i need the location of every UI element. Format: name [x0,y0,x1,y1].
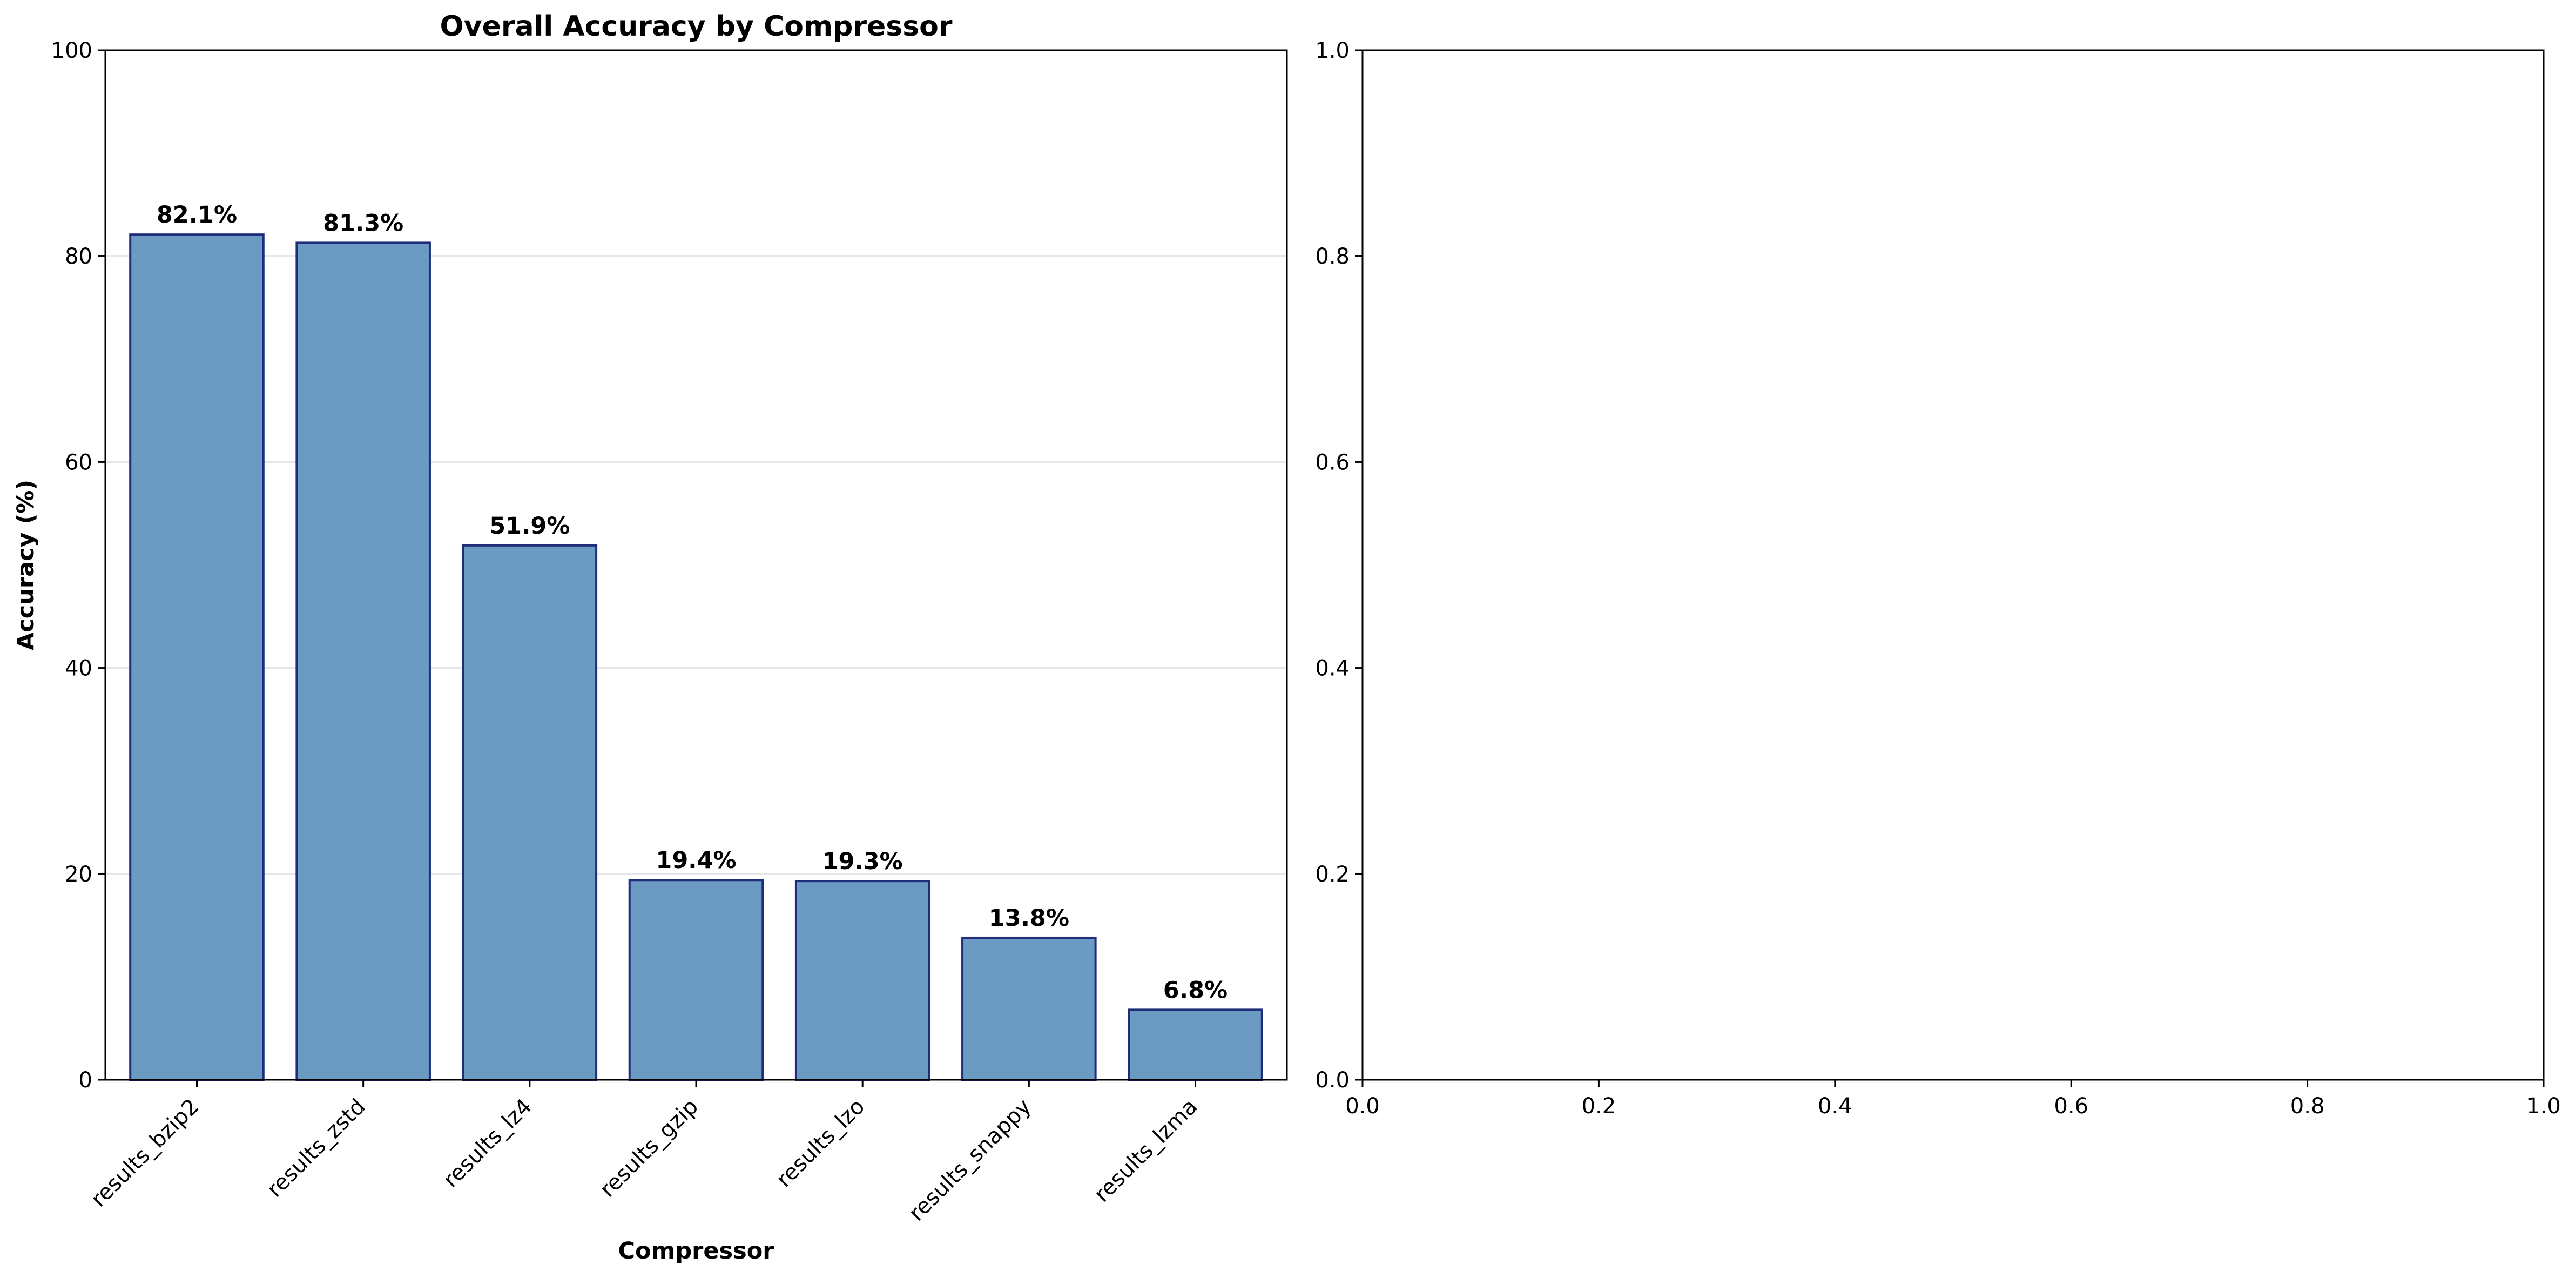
x-tick-label: results_bzip2 [86,1094,204,1212]
x-axis-label: Compressor [618,1237,775,1264]
x-tick-label: results_lzo [772,1094,869,1192]
y-tick-label: 80 [65,244,92,269]
x-tick-label: 0.0 [1345,1094,1380,1119]
grid-lines [105,255,1287,875]
empty-axes-panel: 0.0 0.2 0.4 0.6 0.8 1.0 0.0 0.2 0.4 0.6 0.8 1.0 [1315,38,2560,1119]
y-tick-label: 20 [65,862,92,887]
x-tick-label: results_lzma [1090,1094,1203,1207]
bar-value-label: 6.8% [1163,977,1228,1004]
bar [961,936,1097,1081]
y-tick-label: 0.2 [1315,862,1350,887]
y-axis-ticks: 0.0 0.2 0.4 0.6 0.8 1.0 [1315,38,1363,1093]
plot-frame [1361,49,2545,1081]
bar-value-label: 19.4% [656,847,736,874]
x-tick-label: results_snappy [904,1094,1036,1226]
chart-title: Overall Accuracy by Compressor [440,10,952,43]
bars [129,233,1263,1081]
y-tick-label: 0.4 [1315,656,1350,681]
x-tick-label: 0.8 [2290,1094,2325,1119]
bar-value-label: 19.3% [822,848,903,875]
bar-value-label: 81.3% [323,210,403,237]
bar [462,544,598,1081]
y-tick-label: 100 [51,38,92,63]
bar [129,233,265,1081]
x-tick-label: 0.2 [1582,1094,1616,1119]
y-axis-ticks: 0 20 40 60 80 100 [51,38,105,1093]
y-tick-label: 0.0 [1315,1068,1350,1093]
x-tick-label: 0.6 [2054,1094,2088,1119]
bar-value-labels: 82.1% 81.3% 51.9% 19.4% 19.3% 13.8% 6.8% [157,201,1228,1004]
x-axis-ticks: results_bzip2 results_zstd results_lz4 resu… [86,1080,1203,1226]
y-tick-label: 0 [79,1068,92,1093]
x-axis-ticks: 0.0 0.2 0.4 0.6 0.8 1.0 [1345,1080,2561,1119]
x-tick-label: results_zstd [262,1094,370,1202]
x-tick-label: 0.4 [1818,1094,1852,1119]
bar [794,880,930,1081]
bar-value-label: 51.9% [489,513,570,540]
bar-value-label: 13.8% [989,905,1069,932]
x-tick-label: results_lz4 [439,1094,537,1193]
x-tick-label: results_gzip [595,1094,703,1202]
x-tick-label: 1.0 [2526,1094,2561,1119]
y-tick-label: 1.0 [1315,38,1350,63]
y-tick-label: 0.6 [1315,450,1350,475]
bar [295,241,431,1081]
y-tick-label: 40 [65,656,92,681]
bar [628,879,764,1081]
y-axis-label: Accuracy (%) [12,480,39,650]
y-tick-label: 60 [65,450,92,475]
y-tick-label: 0.8 [1315,244,1350,269]
bar [1128,1008,1263,1081]
bar-value-label: 82.1% [157,201,237,228]
